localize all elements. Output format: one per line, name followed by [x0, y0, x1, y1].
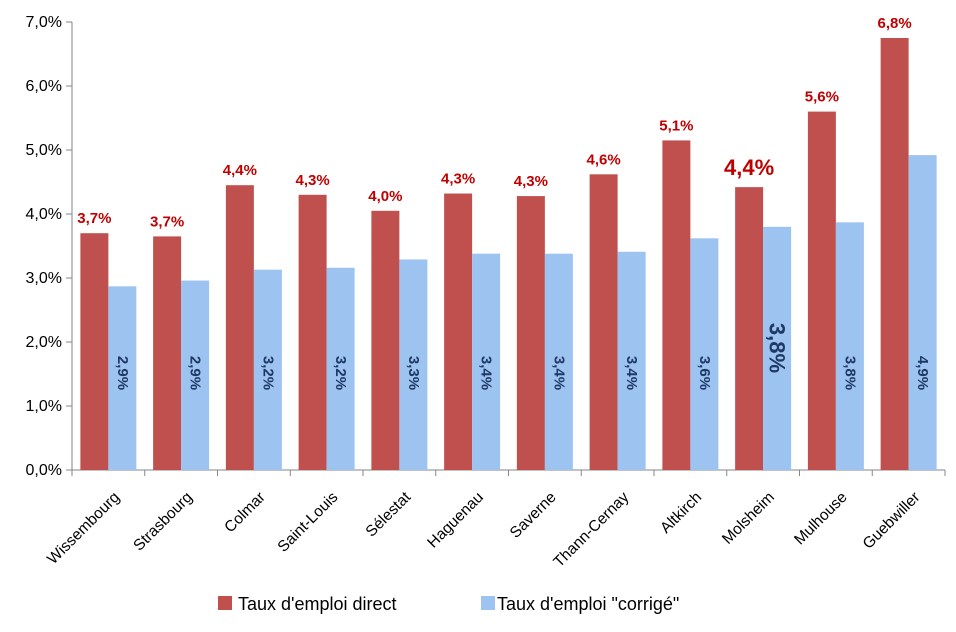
bar-direct [662, 140, 691, 470]
bar-direct [589, 174, 618, 470]
legend-label-corrige: Taux d'emploi "corrigé" [497, 594, 679, 614]
data-label-direct: 5,1% [659, 117, 693, 134]
bar-corrige [835, 222, 864, 470]
bar-corrige [253, 269, 282, 470]
x-tick-label: Guebwiller [860, 489, 924, 553]
data-label-direct: 6,8% [878, 15, 912, 32]
data-label-direct: 3,7% [150, 213, 184, 230]
data-label-direct: 4,4% [223, 162, 257, 179]
data-label-direct: 4,6% [587, 151, 621, 168]
data-label-corrige: 2,9% [114, 356, 131, 390]
y-tick-label: 4,0% [26, 206, 62, 223]
data-label-corrige: 2,9% [187, 356, 204, 390]
bar-direct [225, 185, 254, 470]
data-label-direct: 3,7% [77, 210, 111, 227]
x-tick-label: Saint-Louis [275, 489, 342, 556]
x-tick-labels: Wissembourg Strasbourg Colmar Saint-Louis Sé… [44, 488, 923, 571]
data-label-direct: 5,6% [805, 89, 839, 106]
bar-corrige [763, 226, 792, 470]
data-label-direct: 4,3% [296, 172, 330, 189]
bar-corrige [472, 253, 501, 470]
x-tick-label: Haguenau [424, 489, 487, 552]
bar-corrige [326, 267, 355, 470]
bar-direct [153, 236, 182, 470]
data-label-corrige: 3,4% [550, 356, 567, 390]
data-label-corrige: 4,9% [914, 356, 931, 390]
x-tick-label: Colmar [221, 489, 268, 536]
bar-corrige [181, 280, 210, 470]
data-label-corrige: 3,4% [478, 356, 495, 390]
bar-direct [735, 187, 764, 470]
bar-direct [516, 196, 545, 470]
data-label-direct: 4,3% [441, 171, 475, 188]
data-label-direct: 4,3% [514, 173, 548, 190]
bar-corrige [617, 251, 646, 470]
legend-swatch-direct [218, 596, 232, 610]
y-tick-label: 3,0% [26, 270, 62, 287]
bar-corrige [690, 238, 719, 470]
y-tick-label: 6,0% [26, 78, 62, 95]
y-tick-label: 2,0% [26, 334, 62, 351]
legend-swatch-corrige [481, 596, 495, 610]
x-tick-label: Altkirch [657, 489, 705, 537]
data-label-corrige: 3,4% [623, 356, 640, 390]
x-tick-label: Mulhouse [791, 489, 851, 549]
data-label-corrige: 3,8% [841, 356, 858, 390]
data-label-corrige: 3,6% [696, 356, 713, 390]
data-label-direct: 4,4% [724, 155, 774, 180]
y-tick-label: 5,0% [26, 142, 62, 159]
data-label-direct: 4,0% [368, 188, 402, 205]
axes: 0,0% 1,0% 2,0% 3,0% 4,0% 5,0% 6,0% 7,0% [26, 14, 946, 479]
x-tick-label: Molsheim [719, 489, 778, 548]
bar-corrige [108, 286, 137, 470]
x-tick-label: Sélestat [363, 488, 415, 540]
legend: Taux d'emploi direct Taux d'emploi "corri… [218, 594, 679, 614]
bar-corrige [544, 253, 573, 470]
y-tick-label: 7,0% [26, 14, 62, 31]
data-label-corrige: 3,2% [332, 356, 349, 390]
data-label-corrige: 3,8% [765, 323, 790, 373]
x-tick-label: Strasbourg [130, 489, 196, 555]
bar-direct [371, 210, 400, 471]
data-label-corrige: 3,3% [405, 356, 422, 390]
bar-direct [80, 233, 109, 470]
bar-corrige [399, 259, 428, 470]
bar-direct [444, 193, 473, 470]
bar-direct [807, 111, 836, 470]
data-labels: 3,7% 2,9% 3,7% 2,9% 4,4% 3,2% 4,3% 3,2% 4,0% 3,3%… [77, 15, 931, 390]
legend-label-direct: Taux d'emploi direct [238, 594, 397, 614]
bar-corrige [908, 155, 937, 470]
y-tick-label: 0,0% [26, 462, 62, 479]
x-tick-label: Wissembourg [44, 489, 123, 568]
x-tick-label: Thann-Cernay [550, 489, 632, 571]
data-label-corrige: 3,2% [259, 356, 276, 390]
y-tick-label: 1,0% [26, 398, 62, 415]
x-tick-label: Saverne [507, 489, 560, 542]
bars [80, 38, 937, 471]
bar-direct [298, 194, 327, 471]
bar-direct [880, 38, 909, 470]
